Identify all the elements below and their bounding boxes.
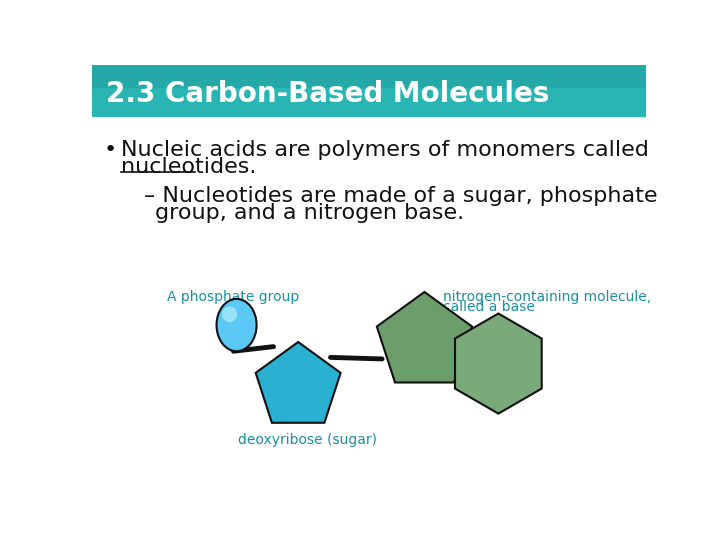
- Text: group, and a nitrogen base.: group, and a nitrogen base.: [155, 204, 464, 224]
- Text: nitrogen-containing molecule,: nitrogen-containing molecule,: [443, 289, 651, 303]
- Text: called a base: called a base: [443, 300, 535, 314]
- Text: 2.3 Carbon-Based Molecules: 2.3 Carbon-Based Molecules: [106, 80, 549, 108]
- Polygon shape: [377, 292, 472, 382]
- Text: Nucleic acids are polymers of monomers called: Nucleic acids are polymers of monomers c…: [121, 140, 649, 160]
- Polygon shape: [455, 314, 541, 414]
- Polygon shape: [256, 342, 341, 423]
- Text: nucleotides.: nucleotides.: [121, 157, 256, 177]
- Ellipse shape: [217, 299, 256, 351]
- Bar: [92, 65, 647, 117]
- Text: – Nucleotides are made of a sugar, phosphate: – Nucleotides are made of a sugar, phosp…: [144, 186, 657, 206]
- Text: A phosphate group: A phosphate group: [167, 289, 300, 303]
- Text: deoxyribose (sugar): deoxyribose (sugar): [238, 433, 377, 447]
- Bar: [92, 65, 647, 89]
- Ellipse shape: [222, 306, 237, 322]
- Text: •: •: [104, 140, 117, 160]
